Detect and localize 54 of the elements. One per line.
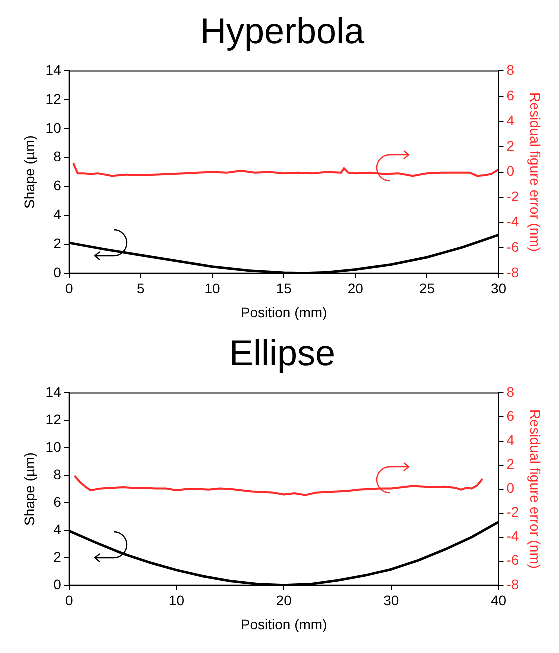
y-tick-label: 4 [54, 521, 62, 538]
y2-tick-label: 4 [506, 432, 515, 448]
x-tick-label: 30 [384, 592, 400, 609]
y-tick-label: 0 [54, 264, 62, 280]
y2-tick-label: 0 [506, 163, 515, 180]
x-tick-label: 40 [490, 592, 507, 609]
y-tick-label: 10 [46, 120, 62, 136]
x-tick-label: 10 [168, 592, 185, 609]
x-axis-title: Position (mm) [240, 616, 328, 632]
y2-tick-label: 6 [506, 87, 515, 104]
chart-title: Ellipse [229, 332, 336, 374]
y-tick-label: 8 [54, 148, 62, 165]
y-tick-label: 12 [46, 90, 62, 107]
y2-tick-label: 0 [506, 480, 515, 496]
y-tick-label: 2 [54, 235, 62, 252]
y-tick-label: 2 [54, 548, 62, 565]
x-tick-label: 20 [276, 592, 292, 609]
y2-tick-label: -6 [506, 238, 520, 255]
x-tick-label: 0 [65, 280, 74, 297]
y-axis-title: Shape (µm) [21, 136, 38, 210]
y-tick-label: 10 [46, 438, 62, 455]
y2-tick-label: 2 [506, 138, 515, 154]
chart-title: Hyperbola [200, 10, 366, 52]
y2-tick-label: 6 [506, 408, 515, 424]
y-tick-label: 12 [46, 412, 62, 428]
x-tick-label: 5 [137, 280, 146, 297]
x-tick-label: 0 [65, 592, 74, 609]
y2-tick-label: -2 [506, 504, 520, 520]
y-tick-label: 6 [54, 178, 62, 194]
y2-tick-label: -8 [506, 264, 520, 280]
y-tick-label: 14 [46, 62, 62, 78]
y2-tick-label: -6 [506, 552, 520, 568]
y2-tick-label: -4 [506, 214, 520, 230]
y-tick-label: 4 [54, 206, 62, 222]
x-tick-label: 10 [204, 280, 220, 297]
y2-tick-label: -4 [506, 528, 520, 544]
y2-tick-label: -8 [506, 576, 520, 592]
y2-tick-label: 4 [506, 112, 515, 129]
y2-tick-label: 8 [506, 384, 515, 400]
y2-axis-title: Residual figure error (nm) [528, 92, 544, 252]
y2-tick-label: -2 [506, 188, 520, 204]
x-tick-label: 20 [348, 280, 364, 297]
y2-axis-title: Residual figure error (nm) [528, 410, 544, 570]
x-axis-title: Position (mm) [240, 304, 328, 320]
x-tick-label: 25 [419, 280, 436, 297]
x-tick-label: 15 [276, 280, 292, 297]
y-tick-label: 6 [54, 494, 62, 510]
y-tick-label: 8 [54, 466, 62, 482]
y-tick-label: 0 [54, 576, 62, 592]
y2-tick-label: 8 [506, 62, 515, 78]
y-tick-label: 14 [46, 384, 62, 400]
y2-tick-label: 2 [506, 456, 515, 472]
x-tick-label: 30 [490, 280, 507, 297]
y-axis-title: Shape (µm) [21, 452, 38, 526]
